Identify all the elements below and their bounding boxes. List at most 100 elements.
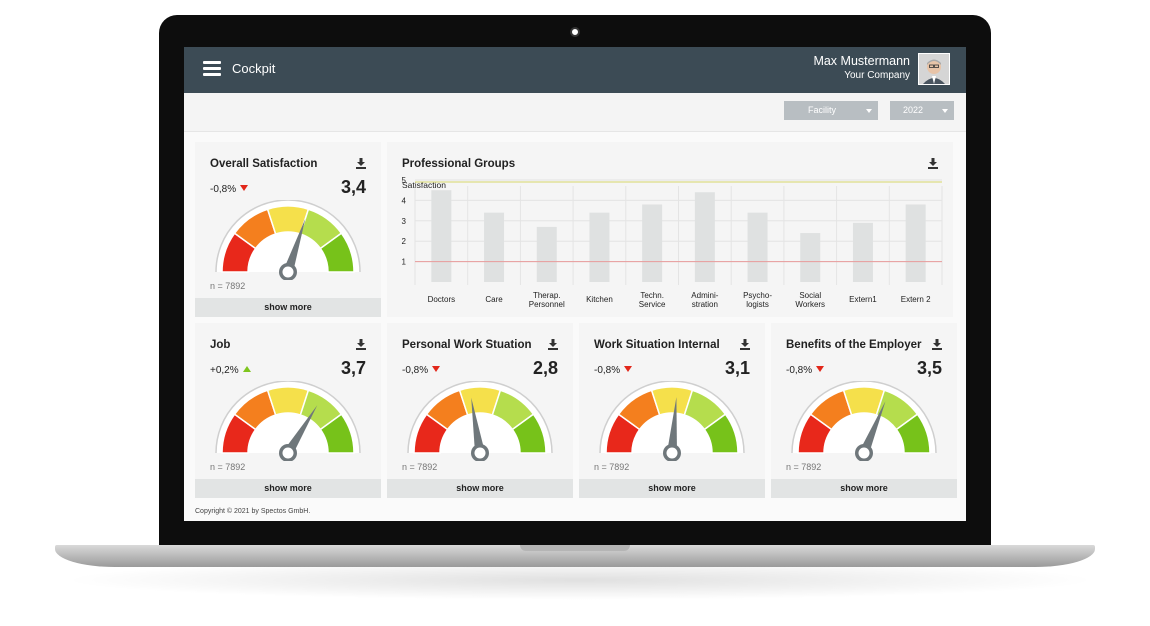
x-tick-label-line: Doctors: [428, 295, 456, 304]
card-title: Benefits of the Employer: [786, 339, 922, 351]
x-tick-label-line: Therap.: [533, 291, 561, 300]
bar: [747, 212, 768, 282]
camera-icon: [570, 27, 580, 37]
job-card: Job +0,2% 3,7 n = 7892 show more: [195, 323, 381, 498]
x-tick-label: Therap. Personnel: [529, 291, 565, 309]
download-icon[interactable]: [356, 158, 366, 169]
gauge-meter: [791, 381, 937, 461]
show-more-button[interactable]: show more: [195, 479, 381, 498]
trend-value: -0,8%: [402, 365, 429, 376]
gauge-segment: [319, 232, 355, 273]
facility-select-value: Facility: [807, 105, 836, 115]
x-tick-label: Kitchen: [586, 295, 613, 304]
download-icon[interactable]: [932, 339, 942, 350]
year-select[interactable]: 2022: [890, 101, 954, 120]
facility-select[interactable]: Facility: [784, 101, 878, 120]
trend-value: -0,8%: [210, 184, 237, 195]
gauge-needle: [471, 397, 485, 454]
filter-bar: Facility 2022: [184, 93, 966, 132]
card-title: Personal Work Stuation: [402, 339, 532, 351]
gauge-meter: [215, 200, 361, 280]
bar: [484, 212, 505, 282]
avatar-icon: [919, 54, 949, 84]
bar: [536, 226, 557, 282]
sample-size: n = 7892: [402, 462, 438, 472]
bar: [905, 204, 926, 282]
show-more-button[interactable]: show more: [387, 479, 573, 498]
y-tick-label: 3: [402, 217, 407, 226]
x-tick-label: Admini-stration: [691, 291, 718, 309]
gauge-needle: [283, 218, 306, 274]
sample-size: n = 7892: [210, 462, 246, 472]
top-bar: Cockpit Max Mustermann Your Company: [184, 47, 966, 93]
trend-value: -0,8%: [594, 365, 621, 376]
trend-indicator: -0,8%: [210, 184, 249, 195]
gauge-hub-center: [282, 266, 294, 278]
x-tick-label: Care: [485, 295, 503, 304]
gauge-needle: [667, 397, 677, 454]
y-tick-label: 5: [402, 176, 407, 185]
gauge-segment: [511, 413, 547, 454]
laptop-base: [55, 545, 1095, 567]
score-value: 2,8: [532, 358, 558, 378]
x-tick-label: Extern1: [849, 295, 877, 304]
bar: [431, 190, 452, 282]
user-company: Your Company: [844, 70, 910, 81]
show-more-button[interactable]: show more: [195, 298, 381, 317]
professional-groups-chart: Satisfaction 1 2 3 4 5 Doctors Care Therap. Perso…: [402, 176, 943, 309]
x-tick-label-line: Care: [485, 295, 503, 304]
x-tick-label-line: Extern 2: [901, 295, 931, 304]
work-situation-internal-card: Work Situation Internal -0,8% 3,1 n = 78…: [579, 323, 765, 498]
x-tick-label: Extern 2: [901, 295, 931, 304]
x-tick-label-line: Workers: [795, 300, 825, 309]
gauge-segment: [703, 413, 739, 454]
x-tick-label: Social Workers: [795, 291, 825, 309]
chevron-down-icon: [866, 109, 872, 113]
gauge-hub-center: [474, 447, 486, 459]
trend-down-icon: [624, 366, 633, 372]
hamburger-icon[interactable]: [203, 61, 221, 77]
gauge-hub-center: [858, 447, 870, 459]
y-tick-label: 2: [402, 237, 407, 246]
bar: [852, 222, 873, 282]
card-title: Work Situation Internal: [594, 339, 720, 351]
download-icon[interactable]: [928, 158, 938, 169]
x-tick-label-line: Techn.: [640, 291, 664, 300]
x-tick-label: Techn. Service: [639, 291, 666, 309]
overall-satisfaction-card: Overall Satisfaction -0,8% 3,4 n = 7892 …: [195, 142, 381, 317]
x-tick-label-line: Service: [639, 300, 666, 309]
x-tick-label-line: Kitchen: [586, 295, 613, 304]
professional-groups-card: Professional Groups Satisfaction 1 2 3 4 5 Doc…: [387, 142, 953, 317]
trend-down-icon: [432, 366, 441, 372]
score-value: 3,7: [340, 358, 366, 378]
trend-up-icon: [242, 366, 251, 372]
bar: [589, 212, 610, 282]
sample-size: n = 7892: [786, 462, 822, 472]
x-tick-label-line: Admini-: [691, 291, 718, 300]
score-value: 3,5: [916, 358, 942, 378]
x-tick-label-line: Social: [799, 291, 821, 300]
gauge-hub-center: [666, 447, 678, 459]
gauge-hub-center: [282, 447, 294, 459]
trend-indicator: -0,8%: [594, 365, 633, 376]
sample-size: n = 7892: [594, 462, 630, 472]
show-more-button[interactable]: show more: [771, 479, 957, 498]
avatar[interactable]: [918, 53, 950, 85]
show-more-button[interactable]: show more: [579, 479, 765, 498]
chevron-down-icon: [942, 109, 948, 113]
download-icon[interactable]: [740, 339, 750, 350]
gauge-needle: [283, 405, 318, 456]
gauge-needle: [859, 401, 886, 455]
bar: [694, 192, 715, 282]
score-value: 3,1: [724, 358, 750, 378]
app-screen: Cockpit Max Mustermann Your Company Faci…: [184, 47, 966, 521]
card-title: Professional Groups: [402, 158, 516, 170]
trend-down-icon: [816, 366, 825, 372]
download-icon[interactable]: [548, 339, 558, 350]
user-name[interactable]: Max Mustermann: [813, 54, 910, 68]
card-title: Overall Satisfaction: [210, 158, 318, 170]
x-tick-label: Doctors: [428, 295, 456, 304]
gauge-segment: [319, 413, 355, 454]
gauge-meter: [215, 381, 361, 461]
download-icon[interactable]: [356, 339, 366, 350]
